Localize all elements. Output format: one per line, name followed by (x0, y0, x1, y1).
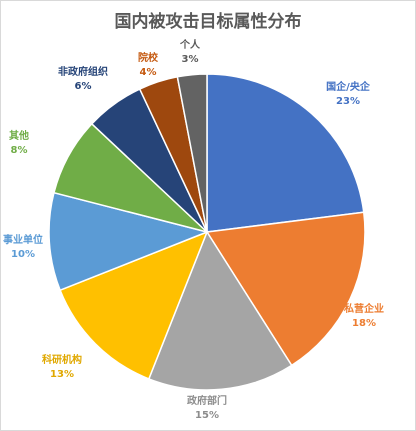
slice-label-name: 科研机构 (42, 353, 82, 366)
slice-label-name: 其他 (9, 129, 29, 142)
pie-slice-4 (59, 230, 209, 380)
slice-label-percent: 13% (50, 369, 74, 380)
slice-label-percent: 4% (140, 67, 157, 78)
slice-label-name: 私营企业 (343, 302, 384, 315)
slice-label-percent: 15% (195, 410, 219, 421)
slice-label-percent: 6% (75, 81, 92, 92)
pie-slice-2 (205, 211, 366, 367)
slice-label-name: 事业单位 (3, 233, 43, 246)
pie-labels: 国企/央企 23% 私营企业 18% 政府部门 15% 科研机构 13% 事业单位 10% 其他 8%… (3, 38, 384, 421)
slice-label-name: 政府部门 (187, 394, 227, 407)
pie-slice-5 (48, 191, 210, 292)
pie-slice-1 (206, 73, 365, 233)
slice-label-name: 个人 (179, 38, 201, 51)
slice-label-percent: 3% (182, 54, 199, 65)
pie-slice-3 (147, 230, 293, 391)
pie-slice-9 (176, 73, 208, 233)
slice-label-percent: 23% (336, 96, 360, 107)
slice-label-name: 非政府组织 (58, 65, 108, 78)
slice-label-percent: 18% (352, 318, 376, 329)
slice-label-percent: 10% (11, 249, 35, 260)
slice-label-name: 院校 (138, 51, 159, 64)
slice-label-name: 国企/央企 (326, 80, 371, 93)
pie-slices (48, 73, 366, 391)
chart-title: 国内被攻击目标属性分布 (115, 11, 302, 32)
slice-label-percent: 8% (11, 145, 28, 156)
